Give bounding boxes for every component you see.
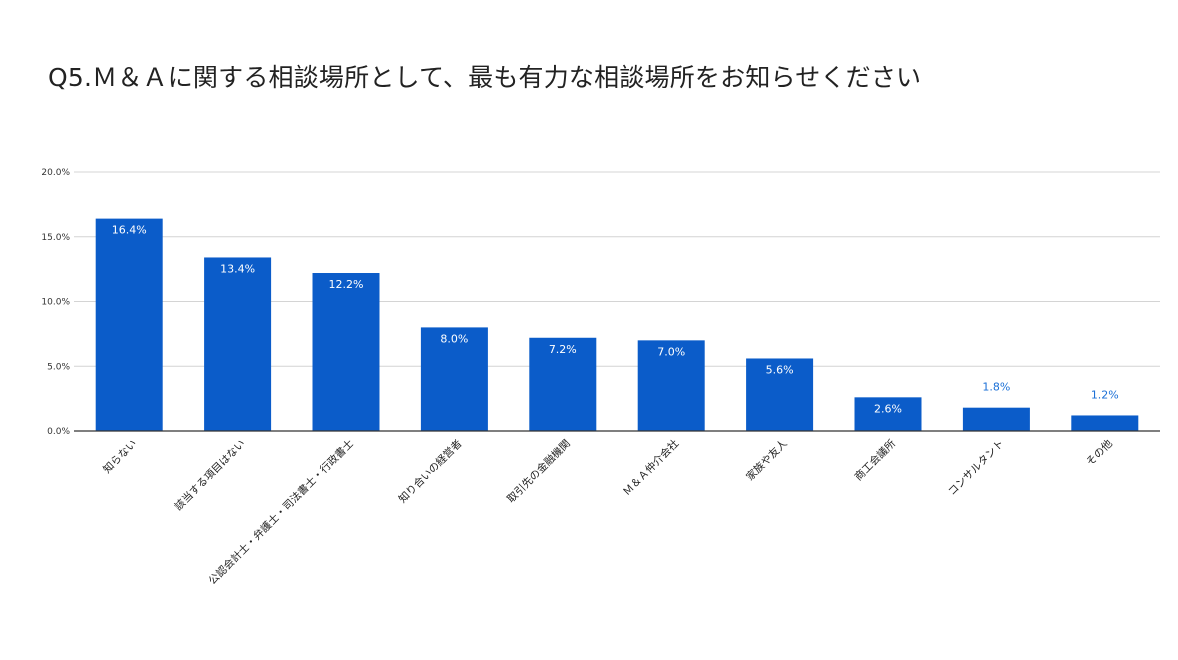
y-tick-label: 5.0% <box>47 362 70 372</box>
data-label: 7.2% <box>549 343 577 356</box>
data-label: 8.0% <box>440 332 468 345</box>
y-tick-label: 20.0% <box>41 168 70 178</box>
data-label: 13.4% <box>220 262 255 275</box>
data-label: 12.2% <box>329 278 364 291</box>
bar <box>95 218 163 431</box>
bar <box>746 358 814 431</box>
category-label: その他 <box>1083 437 1115 469</box>
category-label: Ｍ＆Ａ仲介会社 <box>620 437 682 499</box>
y-tick-label: 10.0% <box>41 298 70 308</box>
y-axis-ticks: 0.0% 5.0% 10.0% 15.0% 20.0% <box>41 168 70 437</box>
bar <box>312 273 380 431</box>
category-label: 知らない <box>100 437 139 476</box>
y-tick-label: 15.0% <box>41 233 70 243</box>
bar <box>420 327 488 431</box>
chart-title: Q5.Ｍ＆Ａに関する相談場所として、最も有力な相談場所をお知らせください <box>48 63 922 92</box>
category-label: 家族や友人 <box>743 437 790 484</box>
category-label: 該当する項目はない <box>172 437 248 513</box>
bar <box>854 397 922 431</box>
data-label: 5.6% <box>766 363 794 376</box>
data-labels: 16.4% 13.4% 12.2% 8.0% 7.2% 7.0% 5.6% 2.6% 1.8% 1… <box>112 224 1119 416</box>
y-tick-label: 0.0% <box>47 427 70 437</box>
category-label: 商工会議所 <box>852 437 899 484</box>
data-label: 1.8% <box>982 381 1010 394</box>
bar <box>637 340 705 431</box>
data-label: 7.0% <box>657 345 685 358</box>
category-label: 取引先の金融機関 <box>504 437 573 506</box>
data-label: 2.6% <box>874 402 902 415</box>
bar <box>529 337 597 431</box>
category-label: コンサルタント <box>946 438 1006 498</box>
bars <box>95 218 1139 431</box>
category-label: 知り合いの経営者 <box>396 437 465 506</box>
data-label: 16.4% <box>112 224 147 237</box>
bar <box>962 407 1030 431</box>
data-label: 1.2% <box>1091 388 1119 401</box>
bar <box>204 257 272 431</box>
bar <box>1071 415 1139 431</box>
